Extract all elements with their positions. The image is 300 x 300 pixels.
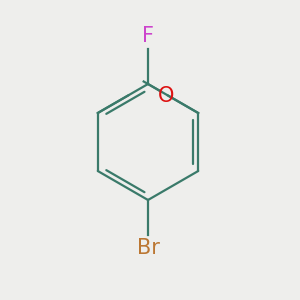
Text: O: O <box>158 85 174 106</box>
Text: F: F <box>142 26 154 46</box>
Text: Br: Br <box>136 238 159 258</box>
